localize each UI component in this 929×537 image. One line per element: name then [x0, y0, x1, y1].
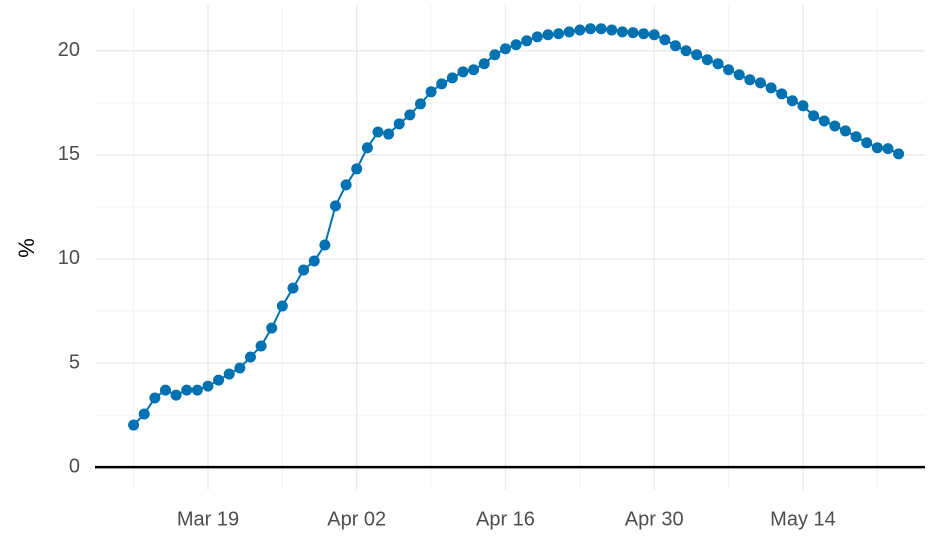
x-tick-label: May 14 — [770, 508, 836, 530]
data-point — [861, 137, 873, 149]
y-tick-label: 20 — [58, 39, 80, 61]
data-point — [563, 26, 575, 38]
data-point — [616, 26, 628, 38]
data-point — [223, 368, 235, 380]
data-point — [648, 29, 660, 41]
data-point — [234, 362, 246, 374]
data-point — [425, 86, 437, 98]
y-tick-label: 5 — [69, 351, 80, 373]
data-point — [340, 179, 352, 191]
data-point — [553, 28, 565, 40]
data-point — [308, 255, 320, 267]
data-point — [733, 69, 745, 81]
data-point — [839, 125, 851, 137]
data-point — [393, 118, 405, 130]
data-point — [797, 100, 809, 112]
data-point — [638, 28, 650, 40]
data-point — [446, 72, 458, 84]
data-point — [478, 58, 490, 70]
x-tick-label: Apr 02 — [327, 508, 386, 530]
data-point — [893, 148, 905, 160]
data-point — [542, 29, 554, 41]
data-point — [754, 77, 766, 89]
data-point — [691, 49, 703, 61]
data-point — [584, 23, 596, 35]
data-point — [723, 64, 735, 76]
y-tick-label: 15 — [58, 143, 80, 165]
data-point — [351, 163, 363, 175]
data-point — [776, 88, 788, 100]
data-point — [659, 34, 671, 46]
data-point — [266, 322, 278, 334]
data-point — [521, 35, 533, 47]
data-point — [329, 200, 341, 212]
data-point — [436, 78, 448, 90]
data-point — [882, 143, 894, 155]
data-point — [170, 389, 182, 401]
data-point — [786, 95, 798, 107]
data-point — [138, 408, 150, 420]
data-point — [372, 126, 384, 138]
data-point — [808, 110, 820, 122]
data-point — [298, 264, 310, 276]
data-point — [287, 282, 299, 294]
data-point — [191, 384, 203, 396]
data-point — [510, 39, 522, 51]
data-point — [829, 120, 841, 132]
data-point — [669, 40, 681, 52]
y-tick-label: 0 — [69, 455, 80, 477]
data-point — [128, 419, 140, 431]
data-point — [468, 64, 480, 76]
data-point — [149, 392, 161, 404]
data-point — [489, 49, 501, 61]
data-point — [404, 109, 416, 121]
data-line — [132, 27, 900, 426]
data-point — [606, 24, 618, 36]
data-point — [712, 58, 724, 70]
data-point — [181, 384, 193, 396]
data-point — [213, 374, 225, 386]
data-point — [383, 128, 395, 140]
x-tick-label: Apr 30 — [625, 508, 684, 530]
data-point — [595, 23, 607, 35]
data-point — [531, 31, 543, 43]
data-point — [818, 115, 830, 127]
y-tick-label: 10 — [58, 247, 80, 269]
data-point — [159, 384, 171, 396]
x-tick-label: Mar 19 — [177, 508, 239, 530]
x-tick-label: Apr 16 — [476, 508, 535, 530]
data-point — [850, 131, 862, 143]
data-point — [244, 351, 256, 363]
data-point — [202, 380, 214, 392]
data-point — [744, 74, 756, 86]
data-point — [276, 300, 288, 312]
y-axis-label: % — [14, 238, 39, 258]
data-point — [701, 54, 713, 66]
data-point — [361, 142, 373, 154]
data-point — [319, 239, 331, 251]
data-point — [627, 27, 639, 39]
data-point — [871, 142, 883, 154]
data-point — [414, 98, 426, 110]
data-point — [680, 45, 692, 57]
data-point — [255, 340, 267, 352]
data-point — [457, 66, 469, 78]
data-point — [765, 82, 777, 94]
data-point — [574, 24, 586, 36]
data-point — [499, 43, 511, 55]
